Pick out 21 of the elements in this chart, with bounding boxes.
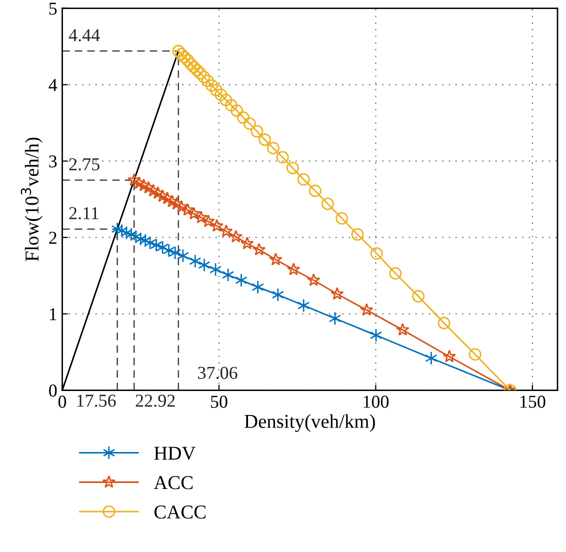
y-tick-label: 1: [50, 308, 56, 320]
y-axis-title: Flow(10$^{3}$veh/h): [20, 138, 43, 262]
ref-line-label: 4.44: [68, 29, 100, 42]
y-tick-label: 3: [49, 155, 57, 168]
x-tick-label: 100: [364, 396, 389, 408]
ref-line-label: 2.11: [69, 207, 98, 220]
ref-line-label: 37.06: [198, 366, 238, 380]
x-tick-label: 0: [58, 396, 66, 408]
y-tick-label: 4: [48, 79, 58, 91]
y-tick-label: 0: [49, 384, 57, 397]
legend-label: ACC: [154, 476, 193, 490]
y-tick-label: 2: [49, 232, 56, 244]
legend-label: CACC: [154, 506, 206, 519]
legend-label: HDV: [154, 446, 196, 460]
x-tick-label: 50: [211, 396, 228, 408]
x-axis-title: Density(veh/km): [244, 414, 375, 432]
ref-line-label: 2.75: [69, 158, 100, 170]
ref-line-label: 22.92: [136, 394, 175, 407]
y-tick-label: 5: [49, 2, 57, 15]
ref-line-label: 17.56: [77, 394, 116, 407]
x-tick-label: 150: [520, 396, 546, 408]
